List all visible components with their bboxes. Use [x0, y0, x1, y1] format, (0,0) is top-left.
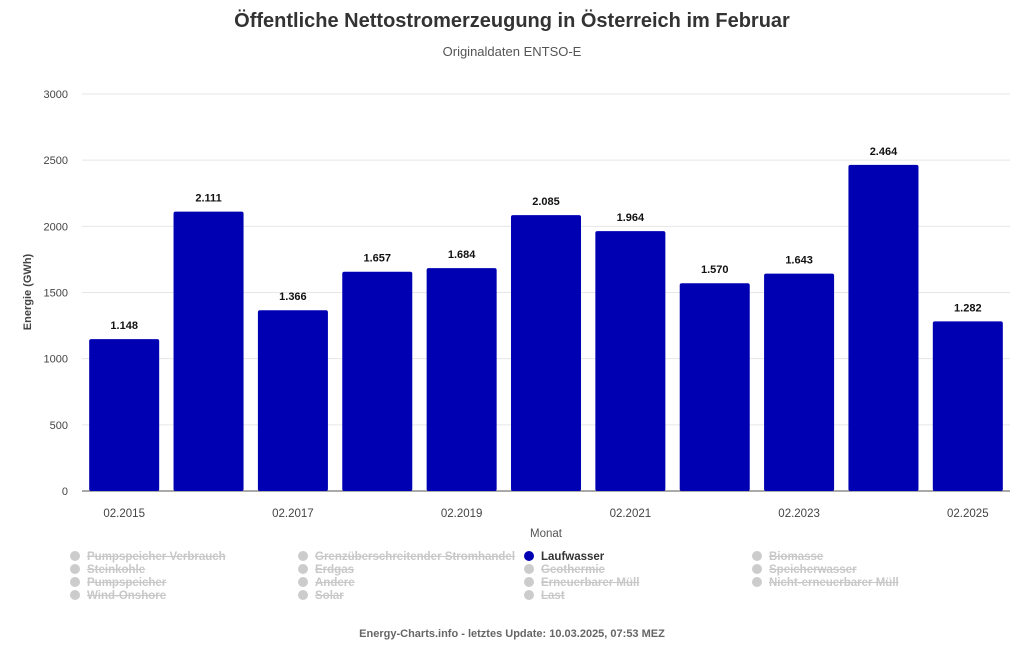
legend-marker-icon: [70, 577, 80, 587]
chart-subtitle: Originaldaten ENTSO-E: [442, 44, 582, 59]
legend-item[interactable]: Solar: [298, 590, 344, 603]
bar-02.2019: [426, 268, 497, 491]
legend-item-label: Wind-Onshore: [87, 590, 167, 602]
data-label: 1.964: [617, 212, 645, 224]
legend-item-label: Nicht-erneuerbarer Müll: [769, 577, 899, 589]
y-tick-label: 1000: [44, 354, 68, 366]
legend-item[interactable]: Last: [524, 590, 565, 603]
legend-item-label: Laufwasser: [541, 551, 605, 563]
bar-02.2016: [173, 211, 244, 491]
legend-marker-icon: [298, 551, 308, 561]
legend-marker-icon: [70, 551, 80, 561]
legend-item[interactable]: Pumpspeicher: [70, 577, 166, 590]
legend-item[interactable]: Erneuerbarer Müll: [524, 577, 639, 590]
legend-item-label: Steinkohle: [87, 564, 146, 576]
legend-marker-icon: [752, 564, 762, 574]
data-label: 2.085: [532, 196, 560, 208]
legend-marker-icon: [70, 590, 80, 600]
legend-marker-icon: [524, 564, 534, 574]
legend-item-label: Grenzüberschreitender Stromhandel: [315, 551, 516, 563]
x-tick-label: 02.2021: [610, 508, 652, 520]
legend-item-label: Andere: [315, 577, 355, 589]
data-label: 1.643: [785, 255, 813, 267]
legend-item[interactable]: Steinkohle: [70, 564, 145, 577]
legend-marker-icon: [298, 564, 308, 574]
bar-02.2022: [679, 283, 750, 491]
y-tick-label: 3000: [44, 89, 68, 101]
legend-item-label: Solar: [315, 590, 344, 602]
bar-02.2020: [510, 215, 582, 491]
legend-item[interactable]: Laufwasser: [524, 551, 604, 564]
y-tick-label: 2000: [44, 221, 68, 233]
x-tick-label: 02.2025: [947, 508, 989, 520]
legend-item[interactable]: Speicherwasser: [752, 564, 857, 577]
legend-item[interactable]: Erdgas: [298, 564, 354, 577]
legend-item-label: Biomasse: [769, 551, 824, 563]
bar-02.2025: [932, 321, 1003, 491]
bar-02.2023: [764, 273, 835, 491]
y-tick-label: 1500: [44, 288, 68, 300]
legend-item-label: Pumpspeicher Verbrauch: [87, 551, 226, 563]
data-label: 2.464: [870, 146, 898, 158]
x-tick-label: 02.2017: [272, 508, 314, 520]
legend-item-label: Geothermie: [541, 564, 605, 576]
y-tick-label: 500: [50, 420, 68, 432]
legend-item-label: Pumpspeicher: [87, 577, 167, 589]
chart-title: Öffentliche Nettostromerzeugung in Öster…: [234, 10, 790, 32]
footer-credits: Energy-Charts.info - letztes Update: 10.…: [359, 628, 665, 640]
legend-marker-icon: [524, 590, 534, 600]
legend-item[interactable]: Grenzüberschreitender Stromhandel: [298, 551, 515, 564]
bar-02.2024: [848, 164, 919, 491]
legend-marker-icon: [752, 577, 762, 587]
bar-02.2017: [257, 310, 328, 491]
x-tick-label: 02.2023: [778, 508, 820, 520]
legend-item-label: Speicherwasser: [769, 564, 857, 576]
data-label: 1.366: [279, 291, 307, 303]
x-tick-label: 02.2015: [103, 508, 145, 520]
legend-item-label: Erneuerbarer Müll: [541, 577, 640, 589]
legend-marker-icon: [70, 564, 80, 574]
data-label: 1.570: [701, 264, 729, 276]
legend-marker-icon: [524, 551, 534, 561]
bar-chart: 0 500 1000 1500 2000 2500 3000 Energie (GWh) Mon…: [22, 89, 1010, 540]
legend-marker-icon: [298, 577, 308, 587]
legend-item[interactable]: Geothermie: [524, 564, 605, 577]
bar-02.2015: [89, 339, 160, 491]
legend-marker-icon: [298, 590, 308, 600]
x-tick-label: 02.2019: [441, 508, 483, 520]
legend-item[interactable]: Nicht-erneuerbarer Müll: [752, 577, 899, 590]
x-axis-title: Monat: [530, 528, 563, 540]
bar-02.2018: [342, 271, 413, 491]
y-tick-label: 2500: [44, 155, 68, 167]
legend-item-label: Erdgas: [315, 564, 354, 576]
legend-marker-icon: [524, 577, 534, 587]
data-label: 2.111: [195, 193, 221, 205]
y-tick-label: 0: [62, 486, 68, 498]
legend-item[interactable]: Pumpspeicher Verbrauch: [70, 551, 226, 564]
legend-marker-icon: [752, 551, 762, 561]
data-label: 1.657: [364, 253, 392, 265]
bar-02.2021: [595, 231, 666, 491]
legend-item-label: Last: [541, 590, 565, 602]
legend-item[interactable]: Biomasse: [752, 551, 823, 564]
data-label: 1.684: [448, 249, 476, 261]
data-label: 1.148: [110, 320, 138, 332]
legend-item[interactable]: Andere: [298, 577, 355, 590]
legend-item[interactable]: Wind-Onshore: [70, 590, 166, 603]
data-label: 1.282: [954, 302, 982, 314]
y-axis-title: Energie (GWh): [22, 253, 34, 330]
